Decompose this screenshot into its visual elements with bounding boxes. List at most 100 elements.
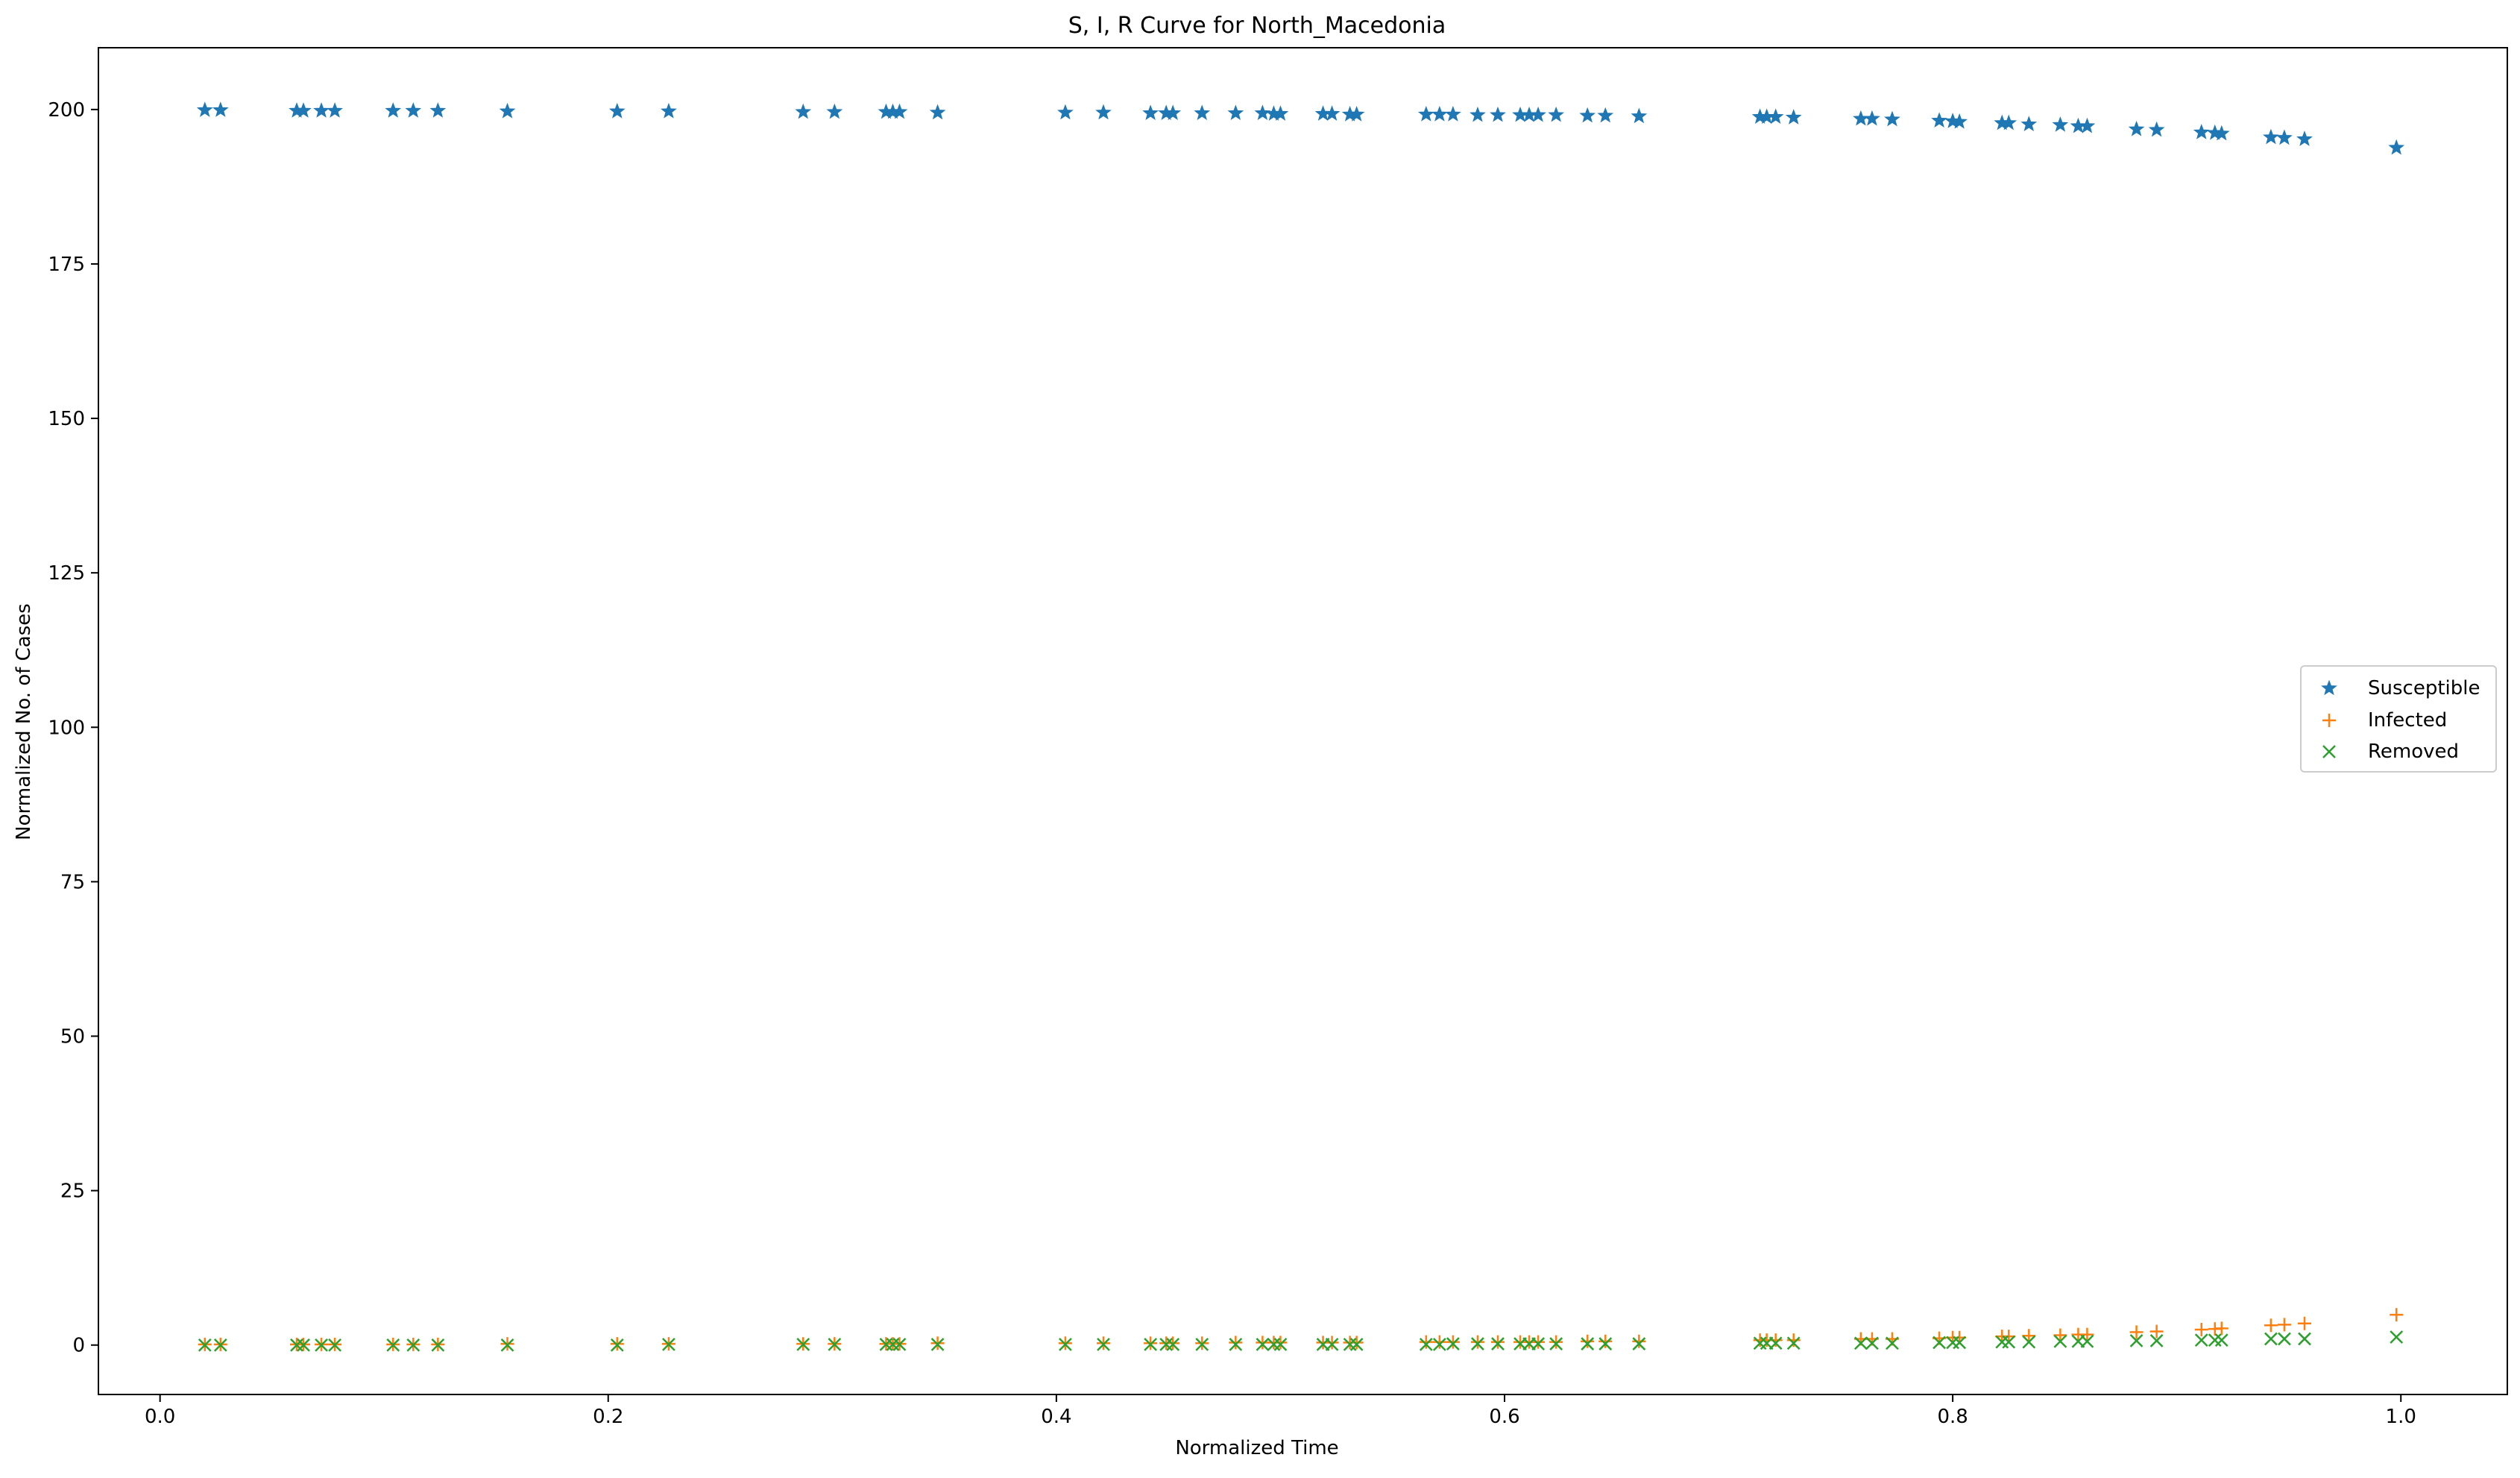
removed-point [328, 1338, 341, 1352]
infected-point [1325, 1336, 1339, 1350]
legend-box [2300, 665, 2497, 773]
y-axis-label: Normalized No. of Cases [13, 603, 35, 840]
removed-point [386, 1338, 400, 1352]
infected-point [2390, 1308, 2404, 1322]
susceptible-point [295, 102, 312, 118]
removed-point [2214, 1333, 2228, 1347]
removed-point [930, 1338, 945, 1351]
infected-point [2277, 1318, 2291, 1332]
legend-marker-susceptible [2321, 679, 2337, 696]
removed-point [1097, 1338, 1110, 1351]
removed-point [796, 1338, 810, 1351]
legend-label-susceptible: Susceptible [2368, 677, 2480, 699]
susceptible-point [608, 102, 626, 119]
removed-point [1854, 1336, 1868, 1350]
susceptible-point [1597, 107, 1614, 123]
infected-point [1581, 1334, 1595, 1348]
infected-point [1632, 1334, 1646, 1348]
removed-point [1432, 1338, 1446, 1351]
susceptible-point [1951, 113, 1968, 129]
removed-point [1581, 1337, 1595, 1350]
susceptible-point [1057, 104, 1074, 120]
infected-point [1549, 1335, 1563, 1349]
susceptible-point [1194, 104, 1211, 121]
legend-marker-glyph [2322, 714, 2336, 727]
removed-point [1768, 1336, 1783, 1350]
infected-point [1256, 1336, 1270, 1350]
susceptible-point [1767, 108, 1784, 125]
removed-point [500, 1338, 514, 1352]
susceptible-point [2079, 117, 2096, 133]
removed-point [1531, 1337, 1545, 1350]
removed-point [2002, 1335, 2016, 1349]
x-tick-label: 1.0 [2386, 1406, 2416, 1428]
removed-point [1471, 1337, 1484, 1350]
removed-point [1166, 1338, 1180, 1351]
removed-point [198, 1338, 212, 1352]
susceptible-point [826, 103, 843, 119]
y-tick-label: 100 [48, 717, 85, 739]
susceptible-point [1445, 106, 1461, 122]
susceptible-point [1931, 112, 1947, 128]
infected-point [2149, 1324, 2164, 1339]
x-tick-label: 0.8 [1937, 1406, 1968, 1428]
series-susceptible [196, 101, 2405, 155]
susceptible-point [1227, 104, 1244, 121]
removed-point [1419, 1338, 1433, 1351]
series-infected [198, 1308, 2404, 1351]
susceptible-point [1095, 104, 1112, 120]
removed-point [1195, 1338, 1209, 1351]
removed-point [828, 1338, 842, 1351]
removed-point [1886, 1336, 1899, 1350]
susceptible-point [2052, 116, 2069, 132]
susceptible-point [1323, 105, 1341, 121]
infected-point [1470, 1335, 1484, 1349]
infected-point [2129, 1325, 2143, 1339]
removed-point [2053, 1334, 2067, 1348]
removed-point [2022, 1335, 2036, 1349]
removed-point [1325, 1338, 1339, 1351]
susceptible-point [2296, 130, 2313, 146]
susceptible-point [2000, 114, 2017, 130]
y-tick-label: 25 [60, 1180, 85, 1203]
infected-point [2194, 1323, 2208, 1337]
data-points [196, 101, 2405, 1352]
x-tick-label: 0.6 [1489, 1406, 1519, 1428]
infected-point [2022, 1329, 2036, 1343]
susceptible-point [1785, 109, 1802, 125]
y-tick-label: 200 [48, 99, 85, 122]
removed-point [2264, 1332, 2278, 1346]
y-tick-label: 75 [60, 871, 85, 893]
removed-point [1144, 1338, 1158, 1351]
y-tick-label: 150 [48, 408, 85, 430]
susceptible-point [1631, 107, 1648, 124]
removed-point [431, 1338, 445, 1352]
removed-point [2129, 1334, 2143, 1348]
susceptible-point [891, 103, 908, 119]
y-tick-label: 175 [48, 254, 85, 276]
removed-point [1273, 1338, 1288, 1351]
infected-point [1598, 1334, 1613, 1348]
infected-point [2297, 1316, 2311, 1330]
x-tick-label: 0.2 [593, 1406, 623, 1428]
chart-title: S, I, R Curve for North_Macedonia [1068, 13, 1446, 39]
x-tick-label: 0.4 [1041, 1406, 1071, 1428]
removed-point [1229, 1338, 1243, 1351]
removed-point [315, 1338, 328, 1352]
susceptible-point [2213, 125, 2230, 141]
legend-label-removed: Removed [2368, 740, 2459, 763]
susceptible-point [1254, 104, 1271, 121]
susceptible-point [2020, 116, 2038, 131]
infected-point [1229, 1336, 1243, 1350]
legend-marker-glyph [2321, 679, 2337, 696]
susceptible-point [1470, 106, 1486, 122]
susceptible-point [499, 102, 516, 119]
removed-point [1632, 1337, 1646, 1350]
removed-point [1059, 1338, 1072, 1351]
removed-point [1865, 1336, 1879, 1350]
removed-point [1349, 1338, 1364, 1351]
susceptible-point [661, 102, 677, 119]
infected-point [1490, 1335, 1505, 1349]
